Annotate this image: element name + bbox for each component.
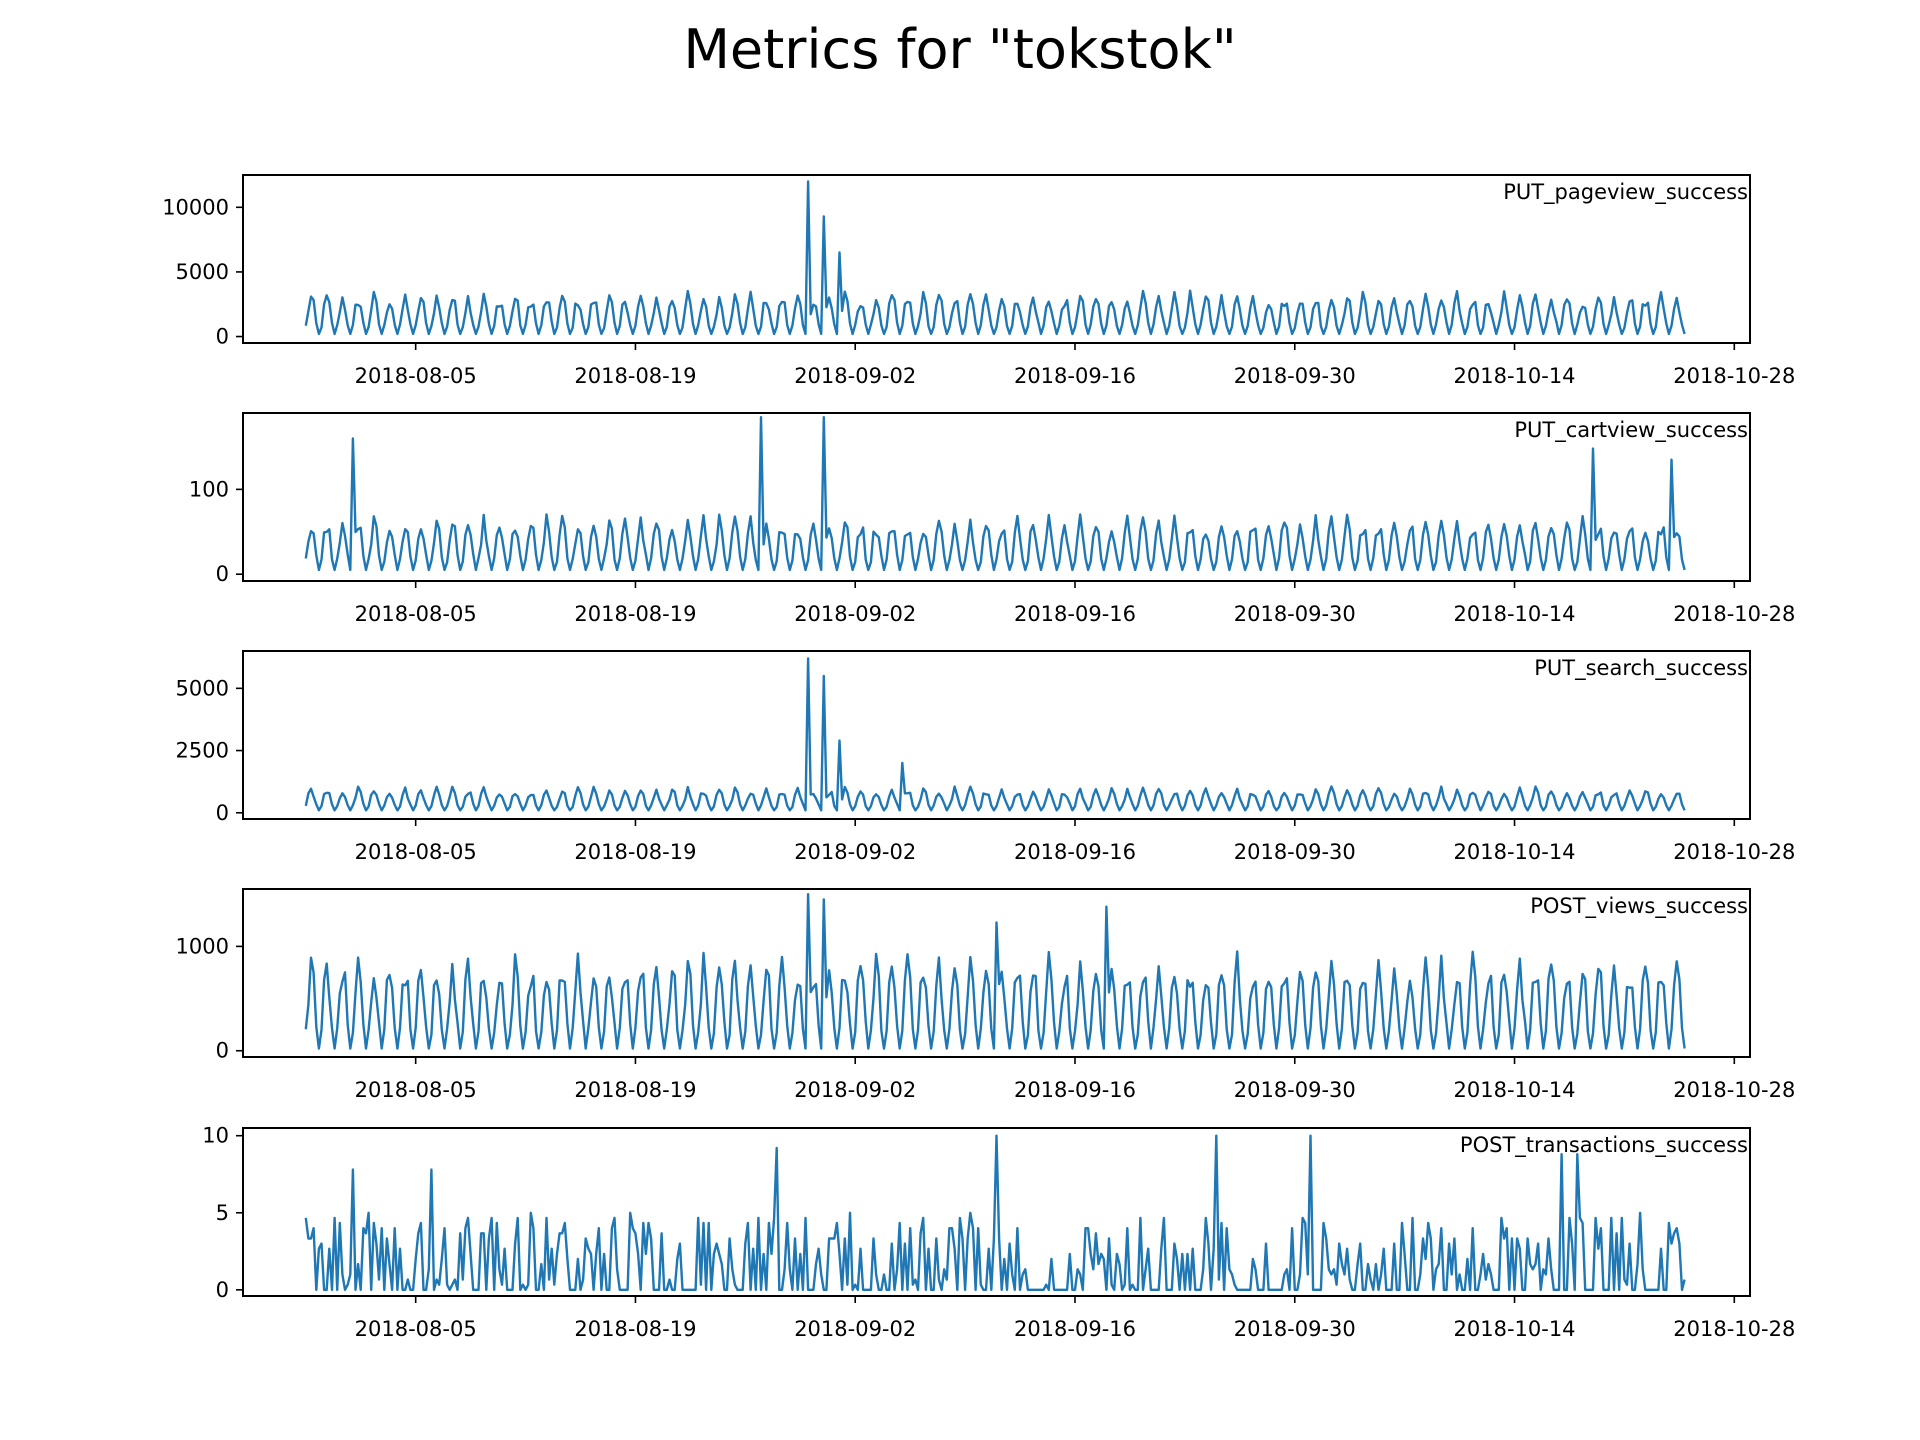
legend-label: POST_views_success <box>1530 894 1748 919</box>
x-tick-label: 2018-10-14 <box>1454 840 1576 864</box>
x-tick-label: 2018-08-05 <box>355 1078 477 1102</box>
series-line-PUT_search_success <box>304 657 1686 812</box>
y-tick-label: 1000 <box>176 934 229 958</box>
y-tick-label: 0 <box>216 801 229 825</box>
x-tick-label: 2018-08-05 <box>355 602 477 626</box>
axes-frame <box>242 888 1751 1058</box>
x-tick-label: 2018-09-02 <box>794 602 916 626</box>
legend-label: PUT_cartview_success <box>1514 418 1748 443</box>
x-tick-label: 2018-10-14 <box>1454 1317 1576 1341</box>
x-tick-label: 2018-10-14 <box>1454 364 1576 388</box>
y-tick-label: 0 <box>216 562 229 586</box>
x-tick-label: 2018-10-14 <box>1454 602 1576 626</box>
x-tick-label: 2018-09-30 <box>1234 364 1356 388</box>
x-tick-label: 2018-10-28 <box>1673 1078 1795 1102</box>
legend-label: POST_transactions_success <box>1460 1133 1748 1158</box>
panel-PUT_search_success: 0 2500 5000 2018-08-05 2018-08-19 2018-09-02 2… <box>176 650 1795 864</box>
x-tick-label: 2018-08-19 <box>574 364 696 388</box>
x-tick-label: 2018-08-19 <box>574 1078 696 1102</box>
x-tick-label: 2018-09-30 <box>1234 840 1356 864</box>
x-tick-label: 2018-08-05 <box>355 364 477 388</box>
axes-frame <box>242 412 1751 582</box>
series-line-POST_transactions_success <box>304 1134 1686 1292</box>
chart-title: Metrics for "tokstok" <box>683 18 1237 81</box>
x-tick-label: 2018-09-16 <box>1014 1317 1136 1341</box>
axes-frame <box>242 174 1751 344</box>
y-tick-label: 10000 <box>162 195 229 219</box>
x-tick-label: 2018-09-02 <box>794 1317 916 1341</box>
y-tick-label: 2500 <box>176 739 229 763</box>
series-line-PUT_pageview_success <box>304 180 1686 336</box>
x-tick-label: 2018-09-16 <box>1014 1078 1136 1102</box>
panel-PUT_cartview_success: 0 100 2018-08-05 2018-08-19 2018-09-02 2018-0… <box>189 412 1795 626</box>
y-tick-label: 100 <box>189 477 229 501</box>
panel-PUT_pageview_success: 0 5000 10000 2018-08-05 2018-08-19 2018-09-02… <box>162 174 1795 388</box>
x-tick-label: 2018-08-05 <box>355 1317 477 1341</box>
y-tick-label: 10 <box>202 1124 229 1148</box>
x-tick-label: 2018-09-02 <box>794 1078 916 1102</box>
y-tick-label: 0 <box>216 1278 229 1302</box>
x-tick-label: 2018-08-05 <box>355 840 477 864</box>
x-tick-label: 2018-09-02 <box>794 840 916 864</box>
y-tick-label: 0 <box>216 1039 229 1063</box>
x-tick-label: 2018-10-28 <box>1673 1317 1795 1341</box>
y-tick-label: 0 <box>216 325 229 349</box>
x-tick-label: 2018-09-16 <box>1014 364 1136 388</box>
x-tick-label: 2018-10-14 <box>1454 1078 1576 1102</box>
x-tick-label: 2018-09-02 <box>794 364 916 388</box>
axes-frame <box>242 650 1751 820</box>
x-tick-label: 2018-09-30 <box>1234 1317 1356 1341</box>
x-tick-label: 2018-10-28 <box>1673 840 1795 864</box>
x-tick-label: 2018-10-28 <box>1673 602 1795 626</box>
panel-POST_views_success: 0 1000 2018-08-05 2018-08-19 2018-09-02 2018-… <box>176 888 1795 1102</box>
x-tick-label: 2018-09-30 <box>1234 602 1356 626</box>
x-tick-label: 2018-09-30 <box>1234 1078 1356 1102</box>
x-tick-label: 2018-08-19 <box>574 840 696 864</box>
x-tick-label: 2018-10-28 <box>1673 364 1795 388</box>
x-tick-label: 2018-08-19 <box>574 1317 696 1341</box>
series-line-POST_views_success <box>304 893 1686 1050</box>
legend-label: PUT_search_success <box>1534 656 1748 681</box>
series-line-PUT_cartview_success <box>304 416 1686 572</box>
x-tick-label: 2018-09-16 <box>1014 840 1136 864</box>
y-tick-label: 5000 <box>176 260 229 284</box>
y-tick-label: 5 <box>216 1201 229 1225</box>
x-tick-label: 2018-09-16 <box>1014 602 1136 626</box>
y-tick-label: 5000 <box>176 676 229 700</box>
panel-POST_transactions_success: 0 5 10 2018-08-05 2018-08-19 2018-09-02 2018-0… <box>202 1124 1795 1341</box>
legend-label: PUT_pageview_success <box>1503 180 1748 205</box>
x-tick-label: 2018-08-19 <box>574 602 696 626</box>
